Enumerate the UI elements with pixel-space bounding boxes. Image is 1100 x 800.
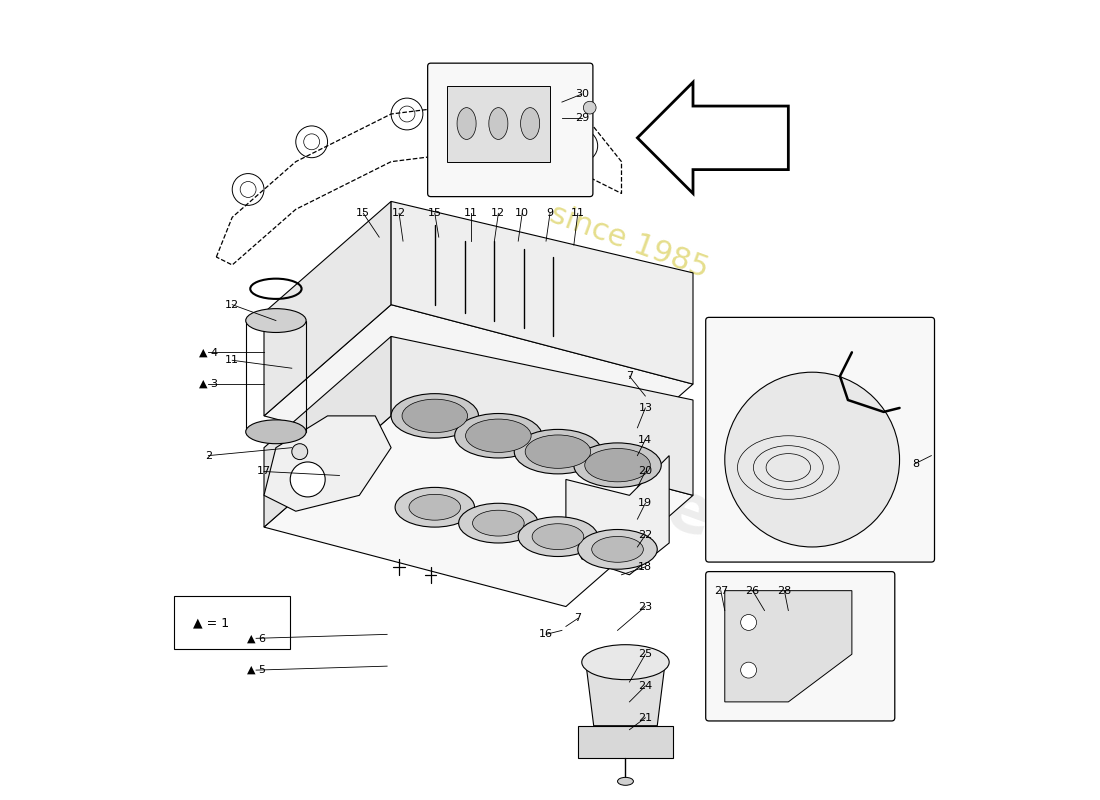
Text: 14: 14 — [638, 434, 652, 445]
Text: 19: 19 — [638, 498, 652, 508]
Text: 20: 20 — [638, 466, 652, 477]
Text: 7: 7 — [574, 614, 582, 623]
Circle shape — [740, 662, 757, 678]
Text: 21: 21 — [638, 713, 652, 722]
Text: 11: 11 — [571, 208, 585, 218]
Polygon shape — [264, 337, 392, 527]
Ellipse shape — [518, 517, 597, 557]
Polygon shape — [264, 305, 693, 495]
Text: 9: 9 — [547, 208, 553, 218]
Ellipse shape — [473, 510, 525, 536]
Polygon shape — [264, 416, 392, 511]
Ellipse shape — [454, 414, 542, 458]
FancyBboxPatch shape — [174, 596, 290, 649]
Ellipse shape — [617, 778, 634, 786]
Text: 11: 11 — [463, 208, 477, 218]
Ellipse shape — [395, 487, 474, 527]
Text: 26: 26 — [746, 586, 760, 596]
Ellipse shape — [725, 372, 900, 547]
Text: 18: 18 — [638, 562, 652, 572]
Ellipse shape — [578, 530, 658, 570]
Text: ▲ = 1: ▲ = 1 — [192, 616, 229, 629]
Text: 30: 30 — [575, 89, 589, 99]
Text: 12: 12 — [392, 208, 406, 218]
Text: 22: 22 — [638, 530, 652, 540]
Circle shape — [740, 614, 757, 630]
Text: ▲ 3: ▲ 3 — [199, 379, 218, 389]
Text: 23: 23 — [638, 602, 652, 611]
FancyBboxPatch shape — [706, 318, 935, 562]
Polygon shape — [392, 202, 693, 384]
FancyBboxPatch shape — [447, 86, 550, 162]
Polygon shape — [264, 202, 392, 416]
Polygon shape — [725, 590, 851, 702]
Circle shape — [583, 102, 596, 114]
Polygon shape — [264, 416, 693, 606]
Text: 13: 13 — [638, 403, 652, 413]
Ellipse shape — [409, 494, 461, 520]
Text: 16: 16 — [539, 630, 553, 639]
Text: 24: 24 — [638, 681, 652, 691]
Ellipse shape — [392, 394, 478, 438]
Ellipse shape — [582, 645, 669, 680]
Ellipse shape — [402, 399, 468, 433]
Ellipse shape — [592, 537, 644, 562]
Text: 7: 7 — [626, 371, 632, 381]
Text: 15: 15 — [428, 208, 442, 218]
Text: ▲ 4: ▲ 4 — [199, 347, 218, 358]
Ellipse shape — [488, 108, 508, 139]
Text: 17: 17 — [257, 466, 271, 477]
Text: 12: 12 — [492, 208, 505, 218]
Ellipse shape — [245, 309, 306, 333]
Text: since 1985: since 1985 — [547, 199, 713, 283]
Text: ▲ 6: ▲ 6 — [246, 634, 265, 643]
FancyBboxPatch shape — [428, 63, 593, 197]
Circle shape — [292, 444, 308, 459]
Text: 11: 11 — [226, 355, 239, 366]
Ellipse shape — [245, 420, 306, 444]
Text: 25: 25 — [638, 650, 652, 659]
Text: 10: 10 — [515, 208, 529, 218]
Text: 8: 8 — [912, 458, 918, 469]
Polygon shape — [578, 726, 673, 758]
Text: a passion for parts: a passion for parts — [436, 270, 664, 372]
Polygon shape — [637, 82, 789, 194]
Ellipse shape — [585, 449, 650, 482]
Text: 15: 15 — [356, 208, 371, 218]
Text: 12: 12 — [226, 300, 240, 310]
Ellipse shape — [459, 503, 538, 543]
Text: 27: 27 — [714, 586, 728, 596]
Polygon shape — [586, 662, 666, 726]
Ellipse shape — [458, 108, 476, 139]
Circle shape — [290, 462, 326, 497]
Ellipse shape — [515, 430, 602, 474]
Text: ▲ 5: ▲ 5 — [246, 665, 265, 675]
Text: 2: 2 — [205, 450, 212, 461]
Text: 29: 29 — [574, 113, 589, 123]
Ellipse shape — [525, 435, 591, 468]
Ellipse shape — [520, 108, 540, 139]
FancyBboxPatch shape — [706, 571, 894, 721]
Text: eurospares: eurospares — [341, 361, 759, 566]
Ellipse shape — [532, 524, 584, 550]
Text: 28: 28 — [778, 586, 792, 596]
Polygon shape — [565, 456, 669, 574]
Polygon shape — [392, 337, 693, 495]
Ellipse shape — [574, 443, 661, 487]
Ellipse shape — [465, 419, 531, 453]
